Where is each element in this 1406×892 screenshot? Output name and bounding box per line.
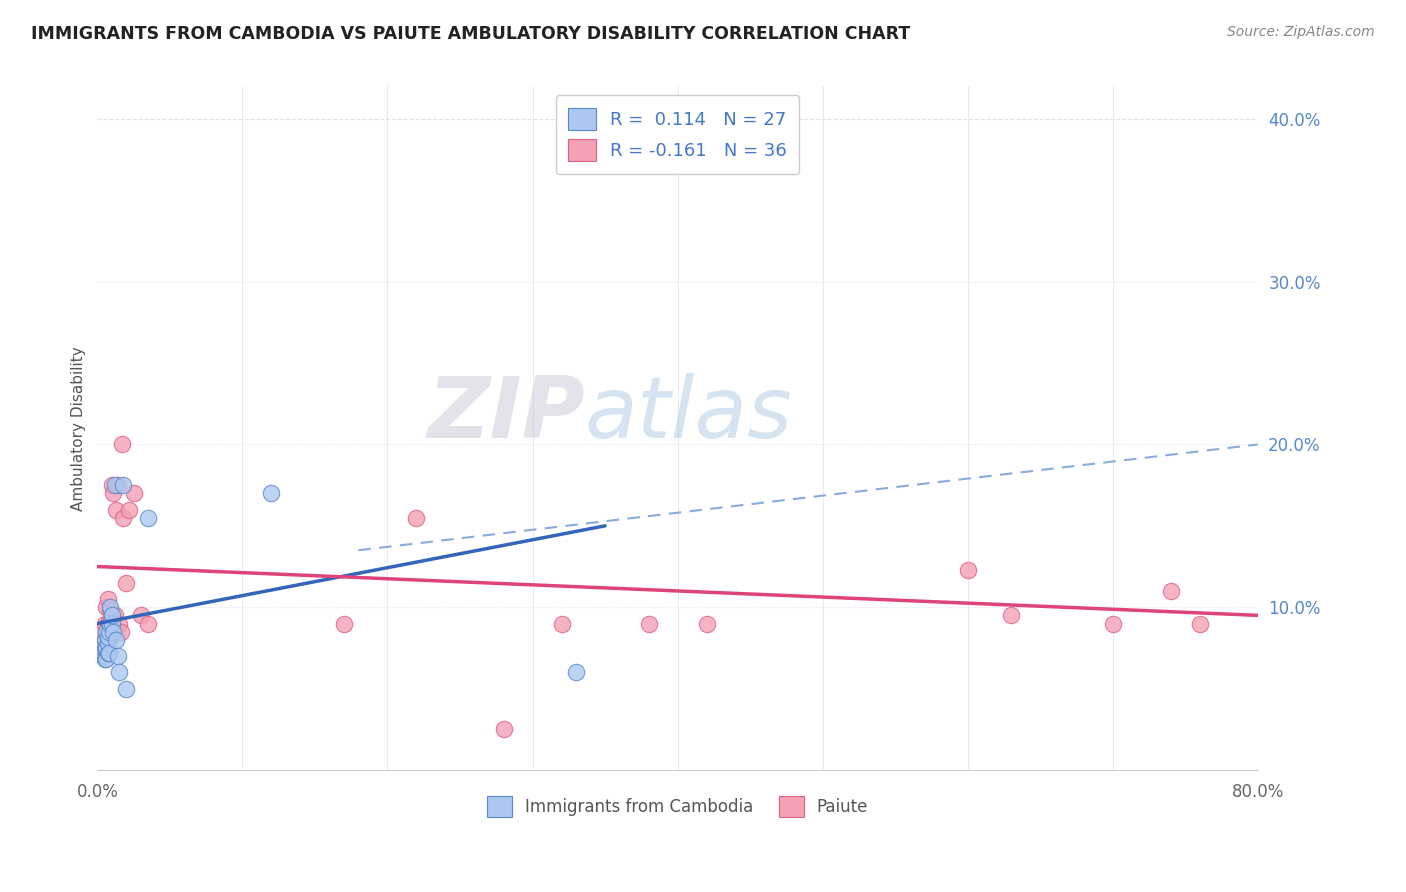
Point — [122, 486, 145, 500]
Point — [136, 510, 159, 524]
Point — [112, 478, 135, 492]
Point — [136, 616, 159, 631]
Point — [108, 616, 131, 631]
Point — [91, 624, 114, 639]
Point — [104, 608, 127, 623]
Point — [1101, 616, 1123, 631]
Point — [107, 648, 129, 663]
Point — [1188, 616, 1211, 631]
Point — [105, 502, 128, 516]
Point — [333, 616, 356, 631]
Point — [107, 478, 129, 492]
Point — [97, 624, 120, 639]
Point — [260, 486, 283, 500]
Point — [129, 608, 152, 623]
Point — [94, 640, 117, 655]
Point — [103, 486, 125, 500]
Point — [96, 636, 118, 650]
Point — [1000, 608, 1022, 623]
Point — [91, 640, 114, 655]
Point — [101, 616, 124, 631]
Point — [97, 616, 120, 631]
Point — [115, 575, 138, 590]
Legend: Immigrants from Cambodia, Paiute: Immigrants from Cambodia, Paiute — [481, 789, 875, 823]
Text: Source: ZipAtlas.com: Source: ZipAtlas.com — [1227, 25, 1375, 39]
Text: ZIP: ZIP — [427, 373, 585, 456]
Point — [100, 616, 122, 631]
Point — [96, 616, 118, 631]
Point — [93, 640, 115, 655]
Point — [96, 630, 118, 644]
Point — [637, 616, 659, 631]
Point — [101, 608, 124, 623]
Point — [108, 665, 131, 680]
Point — [93, 632, 115, 647]
Point — [93, 616, 115, 631]
Point — [696, 616, 718, 631]
Point — [492, 723, 515, 737]
Point — [97, 646, 120, 660]
Point — [101, 616, 124, 631]
Point — [101, 478, 124, 492]
Point — [100, 603, 122, 617]
Text: atlas: atlas — [585, 373, 793, 456]
Point — [104, 478, 127, 492]
Point — [103, 624, 125, 639]
Point — [94, 652, 117, 666]
Point — [100, 600, 122, 615]
Point — [110, 624, 132, 639]
Point — [956, 563, 979, 577]
Point — [115, 681, 138, 696]
Point — [94, 640, 117, 655]
Point — [96, 592, 118, 607]
Point — [105, 632, 128, 647]
Point — [565, 665, 588, 680]
Text: IMMIGRANTS FROM CAMBODIA VS PAIUTE AMBULATORY DISABILITY CORRELATION CHART: IMMIGRANTS FROM CAMBODIA VS PAIUTE AMBUL… — [31, 25, 910, 43]
Point — [93, 652, 115, 666]
Point — [94, 600, 117, 615]
Point — [94, 624, 117, 639]
Y-axis label: Ambulatory Disability: Ambulatory Disability — [72, 346, 86, 510]
Point — [93, 632, 115, 647]
Point — [111, 437, 134, 451]
Point — [550, 616, 572, 631]
Point — [112, 510, 135, 524]
Point — [405, 510, 427, 524]
Point — [97, 632, 120, 647]
Point — [96, 646, 118, 660]
Point — [1160, 583, 1182, 598]
Point — [118, 502, 141, 516]
Point — [91, 648, 114, 663]
